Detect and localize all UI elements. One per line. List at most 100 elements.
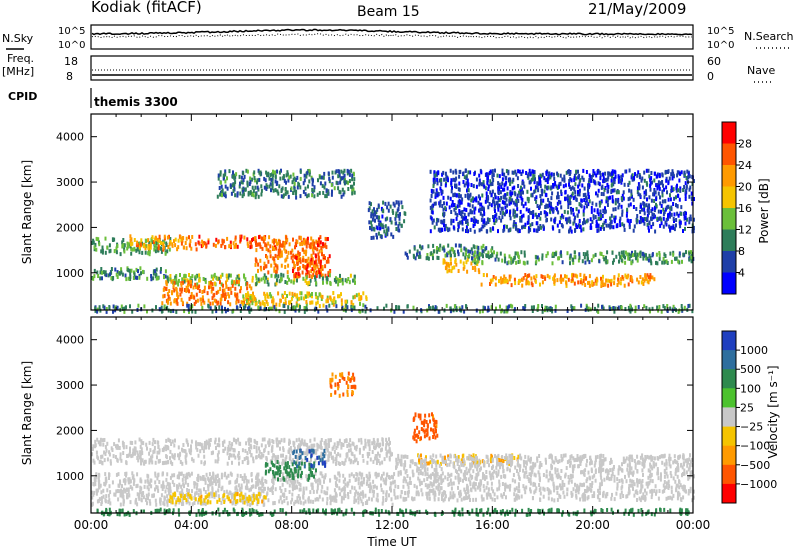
heatmap-cell	[565, 217, 568, 222]
heatmap-cell	[210, 289, 213, 294]
heatmap-cell	[539, 211, 542, 216]
heatmap-cell	[580, 303, 583, 308]
heatmap-cell	[149, 458, 152, 463]
heatmap-cell	[305, 249, 308, 254]
heatmap-cell	[588, 283, 591, 288]
heatmap-cell	[340, 488, 343, 493]
heatmap-cell	[404, 251, 407, 256]
heatmap-cell	[307, 450, 310, 455]
heatmap-cell	[347, 492, 349, 496]
heatmap-cell	[165, 243, 168, 247]
heatmap-cell	[252, 298, 255, 303]
heatmap-cell	[258, 299, 261, 304]
heatmap-cell	[326, 237, 329, 241]
heatmap-cell	[670, 259, 673, 264]
heatmap-cell	[564, 183, 567, 188]
heatmap-cell	[382, 442, 384, 447]
heatmap-cell	[654, 205, 656, 210]
heatmap-cell	[607, 184, 610, 189]
heatmap-cell	[326, 501, 329, 506]
heatmap-cell	[438, 201, 441, 206]
heatmap-cell	[221, 440, 224, 445]
heatmap-cell	[157, 445, 160, 449]
heatmap-cell	[613, 309, 616, 314]
heatmap-cell	[293, 254, 296, 259]
heatmap-cell	[312, 239, 315, 244]
heatmap-cell	[611, 174, 613, 179]
heatmap-cell	[280, 263, 283, 268]
heatmap-cell	[665, 178, 668, 183]
heatmap-cell	[105, 448, 108, 453]
heatmap-cell	[527, 172, 530, 177]
heatmap-cell	[304, 451, 307, 456]
heatmap-cell	[159, 307, 162, 312]
heatmap-cell	[271, 172, 274, 177]
heatmap-cell	[378, 215, 381, 220]
heatmap-cell	[367, 483, 370, 488]
heatmap-cell	[218, 438, 221, 443]
heatmap-cell	[249, 245, 252, 250]
heatmap-cell	[501, 181, 504, 186]
heatmap-cell	[625, 275, 628, 280]
heatmap-cell	[597, 303, 600, 308]
heatmap-cell	[626, 252, 629, 257]
heatmap-cell	[432, 184, 435, 188]
heatmap-cell	[304, 458, 307, 463]
heatmap-cell	[244, 187, 247, 192]
heatmap-cell	[272, 298, 275, 303]
heatmap-cell	[100, 249, 103, 254]
heatmap-cell	[625, 213, 628, 218]
heatmap-cell	[412, 305, 415, 310]
heatmap-cell	[605, 196, 608, 201]
heatmap-cell	[376, 235, 378, 240]
heatmap-cell	[436, 246, 438, 250]
heatmap-cell	[247, 460, 250, 465]
heatmap-cell	[328, 451, 331, 456]
heatmap-cell	[255, 248, 258, 253]
heatmap-cell	[251, 238, 253, 243]
heatmap-cell	[318, 444, 321, 449]
heatmap-cell	[550, 217, 553, 222]
heatmap-cell	[582, 193, 585, 198]
heatmap-cell	[269, 292, 272, 297]
heatmap-cell	[512, 257, 515, 262]
heatmap-cell	[388, 437, 390, 442]
heatmap-cell	[251, 275, 254, 280]
heatmap-cell	[570, 207, 573, 212]
heatmap-cell	[428, 305, 431, 310]
heatmap-cell	[474, 258, 477, 263]
heatmap-cell	[652, 215, 655, 220]
heatmap-cell	[246, 502, 249, 507]
heatmap-cell	[302, 501, 305, 506]
heatmap-cell	[275, 246, 278, 251]
heatmap-cell	[337, 461, 340, 466]
heatmap-cell	[254, 239, 257, 244]
heatmap-cell	[458, 243, 461, 248]
heatmap-cell	[310, 253, 313, 258]
heatmap-cell	[529, 227, 532, 232]
heatmap-cell	[487, 176, 489, 181]
heatmap-cell	[397, 224, 400, 229]
heatmap-cell	[593, 171, 596, 176]
heatmap-cell	[179, 452, 181, 457]
heatmap-cell	[492, 215, 494, 219]
heatmap-cell	[433, 170, 436, 175]
heatmap-cell	[299, 194, 302, 199]
heatmap-cell	[126, 487, 129, 492]
heatmap-cell	[242, 178, 245, 183]
heatmap-cell	[658, 186, 661, 191]
heatmap-cell	[354, 445, 356, 450]
heatmap-cell	[240, 485, 243, 490]
heatmap-cell	[324, 264, 327, 269]
heatmap-cell	[639, 193, 642, 198]
heatmap-cell	[672, 187, 675, 192]
heatmap-cell	[553, 177, 556, 181]
heatmap-cell	[636, 173, 639, 178]
heatmap-cell	[445, 201, 448, 206]
heatmap-cell	[611, 250, 614, 255]
heatmap-cell	[471, 204, 474, 209]
heatmap-cell	[218, 443, 221, 448]
heatmap-cell	[436, 193, 439, 198]
heatmap-cell	[309, 438, 312, 443]
heatmap-cell	[303, 306, 306, 310]
